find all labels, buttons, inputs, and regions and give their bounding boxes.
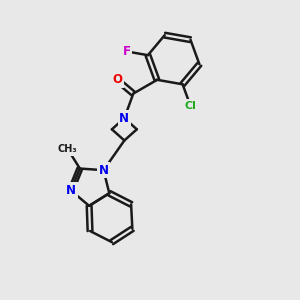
- Text: N: N: [98, 164, 109, 177]
- Text: N: N: [66, 184, 76, 197]
- Text: N: N: [119, 112, 129, 125]
- Text: F: F: [123, 45, 131, 58]
- Text: Cl: Cl: [184, 101, 196, 111]
- Text: CH₃: CH₃: [58, 144, 77, 154]
- Text: O: O: [112, 73, 122, 86]
